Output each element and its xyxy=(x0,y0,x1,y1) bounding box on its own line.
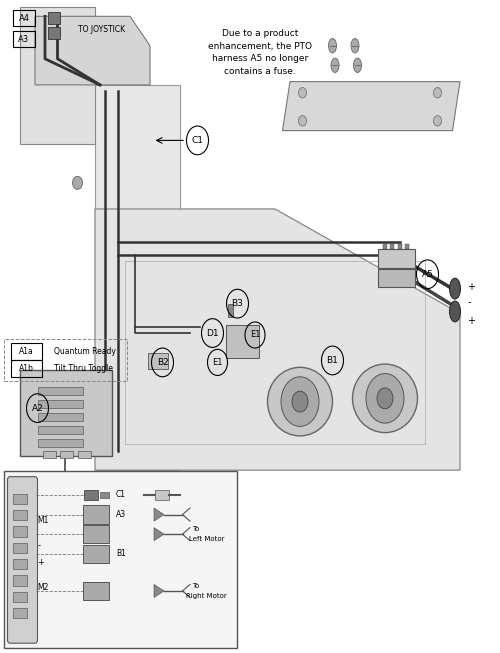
Bar xyxy=(378,269,415,287)
Bar xyxy=(38,387,82,395)
Text: Quantum Ready: Quantum Ready xyxy=(54,347,116,356)
FancyBboxPatch shape xyxy=(4,471,236,648)
Polygon shape xyxy=(35,16,150,85)
Polygon shape xyxy=(20,7,95,144)
Ellipse shape xyxy=(351,39,359,53)
Circle shape xyxy=(298,116,306,126)
Bar xyxy=(155,490,169,500)
Bar xyxy=(82,545,108,563)
Text: -: - xyxy=(38,541,40,550)
Text: +: + xyxy=(38,558,44,567)
Text: C1: C1 xyxy=(116,490,126,500)
FancyBboxPatch shape xyxy=(226,325,259,358)
Ellipse shape xyxy=(352,364,418,432)
Circle shape xyxy=(292,391,308,412)
Ellipse shape xyxy=(331,58,339,72)
Text: E1: E1 xyxy=(250,330,260,340)
Text: TO JOYSTICK: TO JOYSTICK xyxy=(78,25,124,34)
Text: +: + xyxy=(468,282,475,293)
Text: D1: D1 xyxy=(206,328,219,338)
Ellipse shape xyxy=(450,301,460,322)
Text: A1b: A1b xyxy=(19,364,34,374)
Text: B1: B1 xyxy=(326,356,338,365)
Text: B1: B1 xyxy=(116,549,126,558)
FancyBboxPatch shape xyxy=(20,370,112,456)
Text: B2: B2 xyxy=(156,358,168,367)
Text: B3: B3 xyxy=(232,299,243,308)
Bar xyxy=(382,244,386,249)
Bar xyxy=(100,492,109,498)
Bar xyxy=(405,244,409,249)
Bar xyxy=(378,249,415,268)
Bar xyxy=(82,505,108,524)
Text: Tilt Thru Toggle: Tilt Thru Toggle xyxy=(54,364,112,374)
Polygon shape xyxy=(154,584,164,597)
Text: Right Motor: Right Motor xyxy=(186,593,227,599)
Bar xyxy=(38,426,82,434)
Bar xyxy=(38,439,82,447)
Text: A1a: A1a xyxy=(19,347,34,356)
Bar xyxy=(48,12,60,24)
Ellipse shape xyxy=(450,278,460,299)
Polygon shape xyxy=(154,508,164,521)
Bar xyxy=(390,244,394,249)
Bar xyxy=(12,608,26,618)
Text: Left Motor: Left Motor xyxy=(189,536,224,543)
Bar xyxy=(148,353,168,369)
Text: A3: A3 xyxy=(18,35,30,44)
Polygon shape xyxy=(282,82,460,131)
Text: +: + xyxy=(468,316,475,326)
Circle shape xyxy=(281,377,319,426)
Polygon shape xyxy=(95,209,460,470)
Text: M2: M2 xyxy=(38,583,49,592)
Bar xyxy=(38,413,82,421)
Circle shape xyxy=(434,88,442,98)
Bar xyxy=(42,451,56,458)
Bar xyxy=(78,451,90,458)
Text: A5: A5 xyxy=(422,270,434,279)
Text: C1: C1 xyxy=(192,136,203,145)
Text: A2: A2 xyxy=(32,404,44,413)
Circle shape xyxy=(434,116,442,126)
Circle shape xyxy=(72,176,83,189)
Bar xyxy=(12,543,26,553)
Ellipse shape xyxy=(354,58,362,72)
Circle shape xyxy=(298,88,306,98)
Circle shape xyxy=(377,388,393,409)
Bar xyxy=(398,244,402,249)
Bar xyxy=(12,510,26,520)
FancyBboxPatch shape xyxy=(8,477,38,643)
Text: M1: M1 xyxy=(38,516,49,525)
Bar xyxy=(84,490,98,500)
Bar xyxy=(12,494,26,504)
Text: To: To xyxy=(192,582,200,589)
Polygon shape xyxy=(95,85,180,470)
Ellipse shape xyxy=(328,39,336,53)
Bar xyxy=(82,582,108,600)
Text: E1: E1 xyxy=(212,358,223,367)
Bar xyxy=(12,575,26,586)
Polygon shape xyxy=(154,528,164,541)
Circle shape xyxy=(366,374,404,423)
Bar xyxy=(228,304,232,317)
Bar xyxy=(12,559,26,569)
Bar xyxy=(48,27,60,39)
Text: Due to a product
enhancement, the PTO
harness A5 no longer
contains a fuse.: Due to a product enhancement, the PTO ha… xyxy=(208,29,312,76)
Text: -: - xyxy=(468,296,471,307)
Text: A4: A4 xyxy=(18,14,30,23)
Bar xyxy=(38,400,82,408)
Text: A3: A3 xyxy=(116,510,126,519)
Text: To: To xyxy=(192,526,200,532)
Ellipse shape xyxy=(268,367,332,436)
Bar xyxy=(12,526,26,537)
Bar xyxy=(12,592,26,602)
Bar xyxy=(82,525,108,543)
Bar xyxy=(60,451,73,458)
